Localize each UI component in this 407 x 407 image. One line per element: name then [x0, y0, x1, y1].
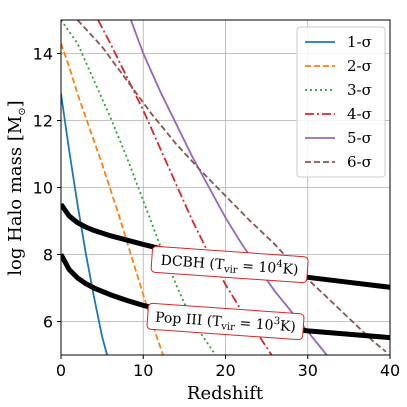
annotation-label: Pop III (Tvir = 103K)	[154, 308, 296, 338]
x-tick-label: 20	[215, 361, 235, 380]
series-line-2-sigma	[61, 43, 164, 355]
series-line-5-sigma	[130, 20, 328, 355]
x-tick-label: 40	[380, 361, 400, 380]
annotation-label: DCBH (Tvir = 104K)	[160, 251, 299, 281]
annotation-pop-iii: Pop III (Tvir = 103K)	[146, 302, 305, 341]
legend-entry-2: 2-σ	[347, 57, 372, 75]
annotation-box	[146, 302, 305, 341]
legend-entry-5: 5-σ	[347, 129, 372, 147]
legend: 1-σ 2-σ 3-σ 4-σ 5-σ 6-σ	[296, 26, 386, 178]
y-tick-label: 12	[33, 112, 53, 131]
x-tick-label: 30	[298, 361, 318, 380]
y-tick-label: 10	[33, 179, 53, 198]
legend-entry-1: 1-σ	[347, 33, 372, 51]
series-line-6-sigma	[76, 20, 387, 353]
legend-frame	[296, 26, 386, 178]
axis-ticks: 0 10 20 30 40 6 8 10 12 14	[33, 45, 401, 381]
y-tick-label: 6	[43, 313, 53, 332]
annotations: DCBH (Tvir = 104K) Pop III (Tvir = 103K)	[146, 245, 309, 341]
y-tick-label: 14	[33, 45, 53, 64]
y-tick-label: 8	[43, 246, 53, 265]
x-axis-label: Redshift	[187, 383, 264, 404]
legend-entry-4: 4-σ	[347, 105, 372, 123]
x-tick-label: 10	[133, 361, 153, 380]
series-line-1-sigma	[61, 93, 108, 355]
legend-entry-3: 3-σ	[347, 81, 372, 99]
y-axis-label: log Halo mass [M⊙]	[5, 100, 28, 275]
legend-entry-6: 6-σ	[347, 153, 372, 171]
annotation-box	[150, 245, 309, 284]
annotation-dcbh: DCBH (Tvir = 104K)	[150, 245, 309, 284]
series-line-3-sigma	[61, 20, 217, 355]
x-tick-label: 0	[56, 361, 66, 380]
